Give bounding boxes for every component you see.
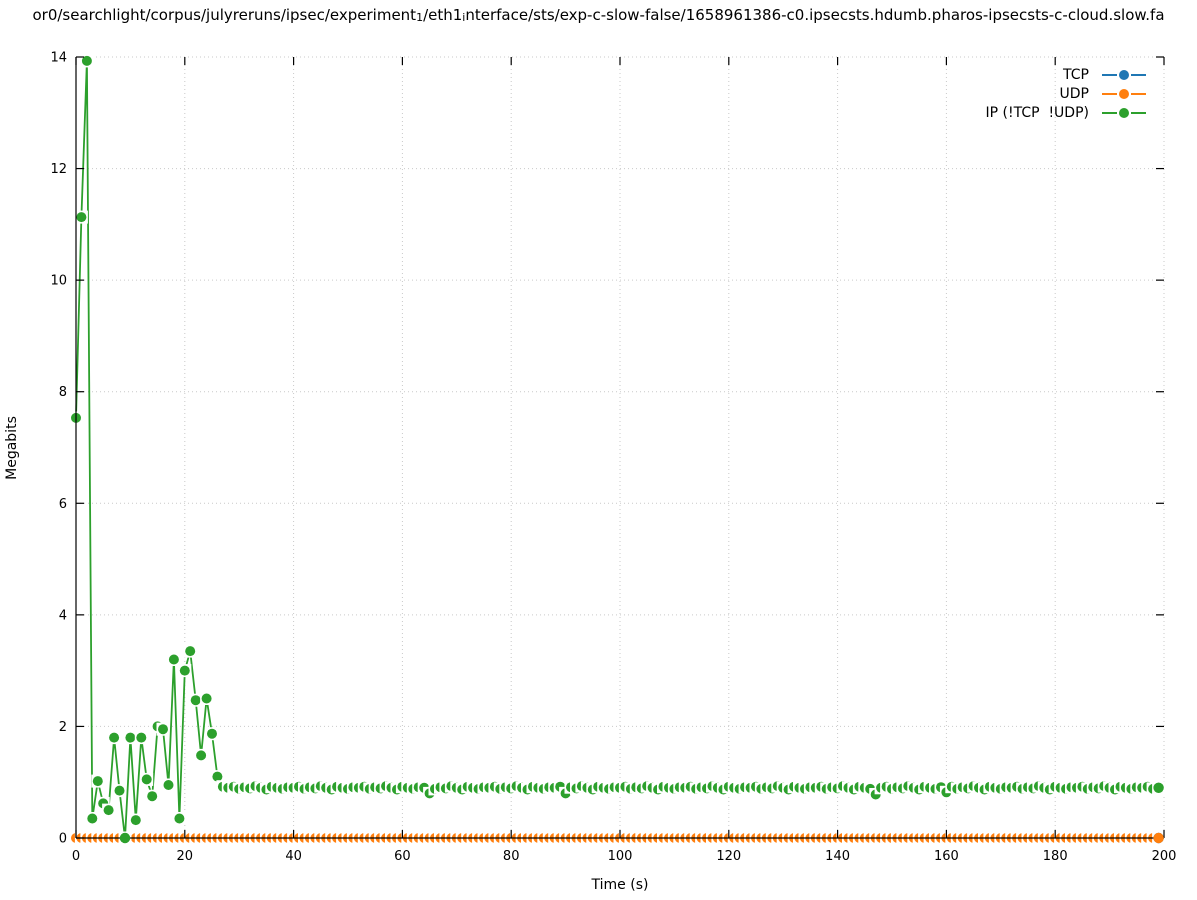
svg-text:140: 140 — [825, 849, 850, 864]
legend-swatch-ip-icon — [1102, 103, 1146, 122]
svg-text:180: 180 — [1043, 849, 1068, 864]
svg-text:100: 100 — [608, 849, 633, 864]
svg-text:6: 6 — [59, 497, 67, 512]
svg-text:10: 10 — [50, 274, 67, 289]
legend-label-udp: UDP — [1059, 85, 1089, 102]
svg-text:14: 14 — [50, 51, 67, 66]
svg-text:0: 0 — [59, 832, 67, 847]
legend-entry-tcp: TCP — [986, 65, 1148, 84]
legend-label-tcp: TCP — [1063, 66, 1089, 83]
legend-label-ip: IP (!TCP !UDP) — [985, 104, 1090, 121]
legend-swatch-tcp-icon — [1102, 65, 1146, 84]
svg-text:160: 160 — [934, 849, 959, 864]
svg-text:120: 120 — [716, 849, 741, 864]
svg-text:40: 40 — [285, 849, 302, 864]
svg-text:4: 4 — [59, 608, 67, 623]
svg-text:2: 2 — [59, 720, 67, 735]
legend-entry-ip: IP (!TCP !UDP) — [986, 103, 1148, 122]
svg-text:20: 20 — [177, 849, 194, 864]
svg-text:8: 8 — [59, 385, 67, 400]
svg-text:12: 12 — [50, 162, 67, 177]
svg-text:200: 200 — [1152, 849, 1177, 864]
legend-entry-udp: UDP — [986, 84, 1148, 103]
svg-text:60: 60 — [394, 849, 411, 864]
legend: TCP UDP IP (!TCP !UDP) — [986, 65, 1148, 122]
y-axis-label: Megabits — [4, 416, 20, 480]
svg-text:80: 80 — [503, 849, 520, 864]
legend-swatch-udp-icon — [1102, 84, 1146, 103]
svg-text:0: 0 — [72, 849, 80, 864]
chart-title: or0/searchlight/corpus/julyreruns/ipsec/… — [32, 6, 1165, 24]
x-axis-label: Time (s) — [591, 877, 649, 893]
